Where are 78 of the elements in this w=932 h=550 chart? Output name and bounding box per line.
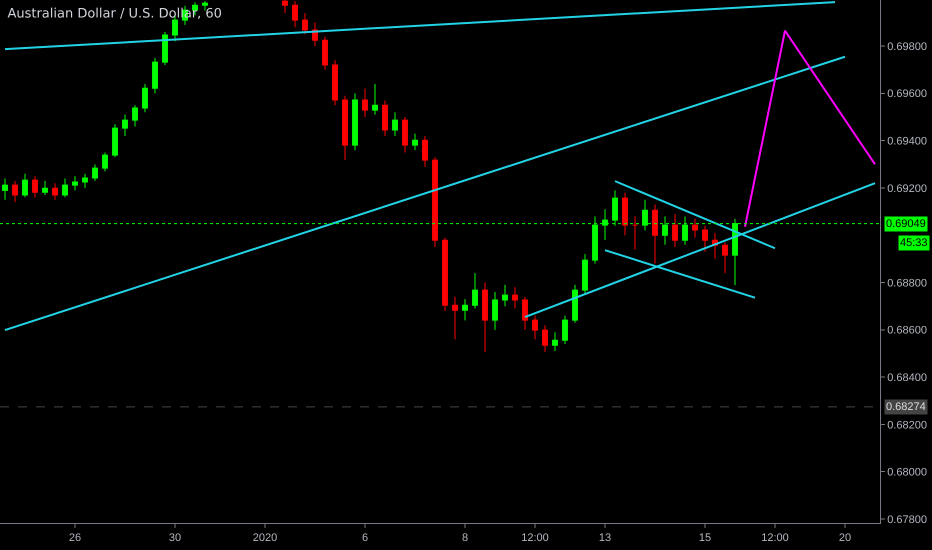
candlestick	[562, 315, 568, 345]
candlestick	[92, 164, 98, 182]
candlestick	[52, 182, 58, 200]
candlestick	[332, 60, 338, 106]
x-tick-label: 6	[362, 532, 368, 544]
ref-line-label: 0.69049	[886, 218, 926, 230]
candlestick	[392, 112, 398, 136]
candlestick	[402, 116, 408, 153]
candlestick	[42, 180, 48, 196]
candlestick	[162, 31, 168, 66]
candlestick	[462, 298, 468, 321]
candlestick	[342, 95, 348, 161]
candlestick	[202, 0, 208, 12]
candlestick	[142, 83, 148, 113]
candlestick	[82, 173, 88, 188]
candlestick	[32, 176, 38, 198]
candlestick	[102, 152, 108, 172]
y-tick-label: 0.68000	[887, 466, 927, 479]
candlestick	[422, 135, 428, 168]
candlestick	[692, 218, 698, 238]
candlestick	[382, 100, 388, 136]
candlestick	[2, 178, 8, 200]
x-tick-label: 2020	[252, 532, 278, 544]
x-tick-label: 12:00	[761, 532, 789, 544]
candlestick	[672, 213, 678, 248]
candlestick	[292, 0, 298, 28]
x-tick-label: 15	[698, 532, 712, 544]
candlestick	[522, 296, 528, 330]
candlestick	[652, 204, 658, 264]
candlestick	[62, 178, 68, 198]
candlestick	[282, 0, 288, 14]
candlestick	[412, 133, 418, 151]
candlestick	[22, 173, 28, 198]
candlestick	[722, 242, 728, 274]
x-tick-label: 26	[68, 532, 82, 544]
candlestick	[482, 282, 488, 353]
candlestick	[12, 180, 18, 203]
candlestick	[702, 225, 708, 252]
candlestick	[72, 176, 78, 191]
candlestick	[432, 156, 438, 248]
candlestick	[512, 286, 518, 310]
y-tick-label: 0.69600	[887, 88, 927, 100]
y-tick-label: 0.67800	[887, 514, 927, 526]
y-tick-label: 0.68200	[887, 419, 927, 432]
y-tick-label: 0.69800	[887, 40, 927, 53]
candlestick	[112, 124, 118, 158]
y-tick-label: 0.68800	[887, 277, 927, 290]
x-tick-label: 13	[598, 532, 612, 544]
candlestick	[622, 192, 628, 236]
x-tick-label: 8	[462, 532, 468, 544]
candlestick	[322, 36, 328, 70]
candlestick	[372, 83, 378, 116]
y-tick-label: 0.69400	[887, 136, 927, 148]
text: 45:33	[900, 237, 928, 249]
x-tick-label: 12:00	[521, 532, 549, 544]
candlestick	[582, 254, 588, 295]
candlestick	[302, 12, 308, 35]
candlestick	[572, 284, 578, 324]
candlestick	[362, 88, 368, 118]
candlestick	[542, 324, 548, 353]
candlestick	[532, 315, 538, 340]
candlestick	[472, 272, 478, 310]
candlestick	[132, 104, 138, 127]
candlestick	[122, 114, 128, 136]
candlestick	[152, 57, 158, 94]
x-tick-label: 30	[168, 532, 182, 544]
x-tick-label: 20	[838, 532, 852, 544]
y-tick-label: 0.69200	[887, 182, 927, 195]
y-tick-label: 0.68600	[887, 324, 927, 337]
y-tick-label: 0.68400	[887, 372, 927, 384]
candlestick	[632, 216, 638, 250]
candlestick	[552, 332, 558, 352]
candlestick	[352, 92, 358, 151]
candlestick	[452, 296, 458, 340]
candlestick	[502, 284, 508, 307]
candlestick	[492, 292, 498, 330]
candlestick	[442, 237, 448, 312]
ref-line-label: 0.68274	[886, 401, 926, 413]
